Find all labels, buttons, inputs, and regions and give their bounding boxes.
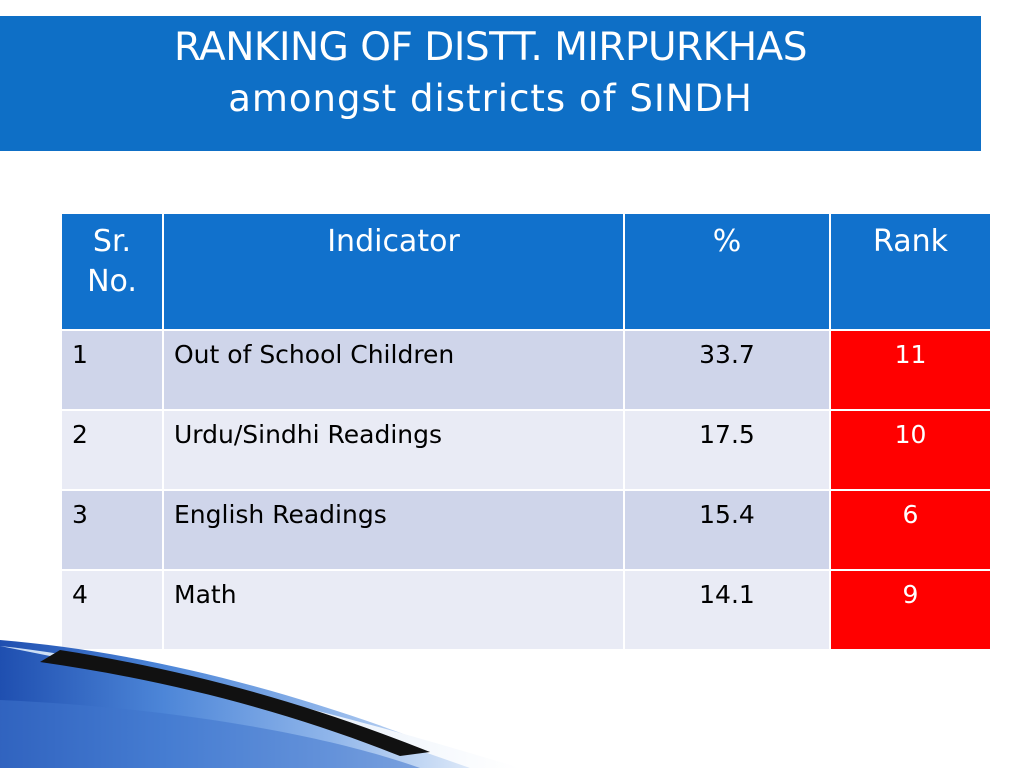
table-row: 4 Math 14.1 9 [60, 569, 992, 651]
sr-no-cell: 4 [60, 569, 164, 651]
percent-cell: 17.5 [623, 409, 831, 491]
sr-no-cell: 2 [60, 409, 164, 491]
table-row: 2 Urdu/Sindhi Readings 17.5 10 [60, 409, 992, 491]
header-sr-no: Sr. No. [60, 212, 164, 331]
header-percent: % [623, 212, 831, 331]
table-header-row: Sr. No. Indicator % Rank [60, 212, 992, 331]
sr-no-cell: 3 [60, 489, 164, 571]
header-rank: Rank [829, 212, 992, 331]
indicator-cell: Math [162, 569, 625, 651]
percent-cell: 14.1 [623, 569, 831, 651]
table-row: 3 English Readings 15.4 6 [60, 489, 992, 571]
ranking-table: Sr. No. Indicator % Rank 1 Out of School… [60, 212, 992, 651]
rank-cell: 6 [829, 489, 992, 571]
sr-no-cell: 1 [60, 329, 164, 411]
indicator-cell: Out of School Children [162, 329, 625, 411]
indicator-cell: Urdu/Sindhi Readings [162, 409, 625, 491]
slide-title: RANKING OF DISTT. MIRPURKHAS [174, 25, 807, 70]
rank-cell: 9 [829, 569, 992, 651]
rank-cell: 11 [829, 329, 992, 411]
percent-cell: 33.7 [623, 329, 831, 411]
slide-subtitle: amongst districts of SINDH [228, 77, 753, 120]
title-band: RANKING OF DISTT. MIRPURKHAS amongst dis… [0, 16, 981, 151]
table-row: 1 Out of School Children 33.7 11 [60, 329, 992, 411]
rank-cell: 10 [829, 409, 992, 491]
header-indicator: Indicator [162, 212, 625, 331]
indicator-cell: English Readings [162, 489, 625, 571]
percent-cell: 15.4 [623, 489, 831, 571]
